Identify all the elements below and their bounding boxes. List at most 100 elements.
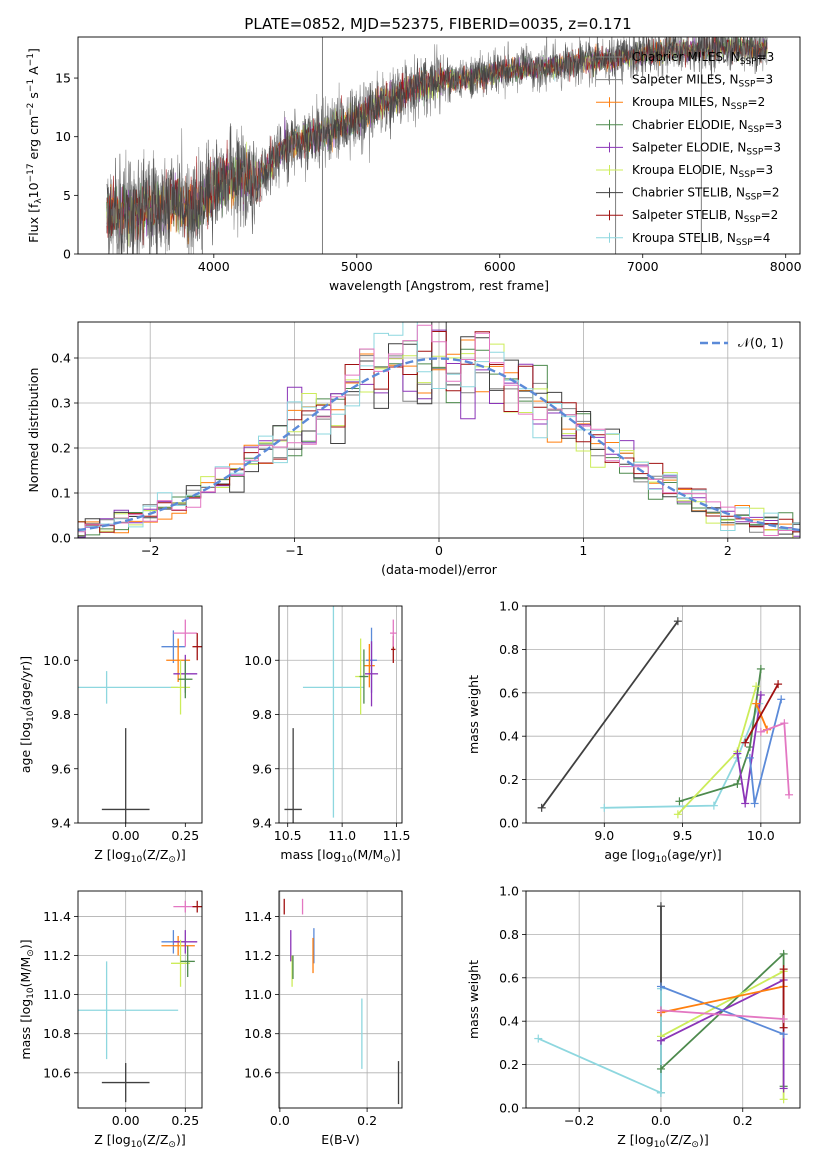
label-fragment: Kroupa MILES, N [632, 95, 731, 109]
y-tick-label: 0.1 [51, 486, 71, 501]
x-axis-label: (data-model)/error [381, 562, 498, 577]
label-fragment: 10 [26, 710, 36, 722]
x-tick-label: 10.5 [274, 828, 302, 843]
label-fragment: 10 [654, 1140, 666, 1150]
label-fragment: ⊙ [26, 949, 36, 957]
x-axis-label: E(B-V) [321, 1132, 360, 1147]
grid-lines [526, 890, 800, 1109]
axes-frame [77, 605, 203, 824]
label-fragment: 10 [26, 987, 36, 999]
x-axis-label: Z [log10(Z/Z⊙)] [617, 1132, 708, 1150]
y-tick-label: 9.4 [252, 816, 272, 831]
x-tick-label: 0 [435, 543, 443, 558]
legend-label: Salpeter STELIB, NSSP=2 [632, 208, 778, 225]
spectrum-panel: 4000 5000 6000 7000 8000 0 5 10 15 wavelength [An… [26, 36, 802, 293]
y-tick-label: 10.0 [244, 653, 272, 668]
label-fragment: (M/M [353, 847, 384, 862]
label-fragment: =3 [763, 140, 781, 154]
label-fragment: −1 [26, 79, 36, 92]
label-fragment: SSP [739, 80, 756, 90]
label-fragment: 10 [131, 855, 143, 865]
axes-frame [278, 605, 403, 824]
y-tick-label: 0.6 [499, 970, 519, 985]
y-tick-label: 9.8 [51, 707, 71, 722]
label-fragment: λ [34, 198, 44, 204]
y-tick-label: 5 [63, 188, 71, 203]
y-tick-label: 0.3 [51, 396, 71, 411]
z-age-panel: 0.00 0.259.49.69.810.0Z [log10(Z/Z⊙)]age … [18, 605, 203, 865]
label-fragment: =3 [764, 118, 782, 132]
y-tick-label: 9.8 [252, 707, 272, 722]
label-fragment: )] [176, 1132, 186, 1147]
histograms [78, 322, 800, 538]
y-axis-label: Flux [fλ10−17 erg cm−2 s−1 A−1] [26, 48, 44, 243]
x-tick-label: 9.5 [673, 828, 693, 843]
label-fragment: SSP [744, 215, 761, 225]
legend-label: Kroupa ELODIE, NSSP=3 [632, 163, 773, 180]
y-tick-label: 10.6 [43, 1065, 71, 1080]
label-fragment: age [log [604, 847, 655, 862]
label-fragment: 10 [341, 855, 353, 865]
error-bars [78, 619, 202, 823]
y-tick-label: 9.6 [252, 761, 272, 776]
label-fragment: Chabrier ELODIE, N [632, 118, 748, 132]
x-tick-label: 0.25 [171, 828, 199, 843]
y-tick-label: 11.0 [244, 987, 272, 1002]
y-axis-label: age [log10(age/yr)] [18, 656, 36, 773]
y-tick-label: 0.2 [51, 441, 71, 456]
weight-series-line [604, 703, 761, 809]
histogram-step-7 [78, 322, 800, 532]
legend-label: Chabrier ELODIE, NSSP=3 [632, 118, 782, 135]
label-fragment: (Z/Z [665, 1132, 691, 1147]
x-tick-label: 6000 [484, 259, 516, 274]
x-tick-label: 7000 [627, 259, 659, 274]
label-fragment: (M/M [18, 957, 33, 988]
weight-series-line [660, 985, 784, 1036]
y-tick-label: 0.8 [499, 642, 519, 657]
y-tick-label: 0 [63, 247, 71, 262]
label-fragment: erg cm [26, 116, 41, 164]
spectrum-lines [106, 37, 768, 254]
x-tick-label: 0.00 [112, 828, 140, 843]
axes-frame [77, 36, 801, 255]
y-tick-label: 9.6 [51, 761, 71, 776]
x-tick-label: 4000 [198, 259, 230, 274]
age-weight-panel: 9.0 9.5 10.0 0.0 0.2 0.4 0.6 0.8 1.0 age [log10(a… [466, 599, 801, 865]
x-axis-label: Z [log10(Z/Z⊙)] [94, 847, 185, 865]
error-bars [78, 900, 202, 1103]
y-tick-label: 0.4 [499, 729, 519, 744]
figure-title: PLATE=0852, MJD=52375, FIBERID=0035, z=0… [244, 15, 631, 33]
label-fragment: =2 [762, 186, 780, 200]
y-tick-label: 15 [55, 71, 71, 86]
y-tick-label: 11.2 [244, 948, 272, 963]
x-axis-label: age [log10(age/yr)] [604, 847, 721, 865]
legend-label: 𝒩(0, 1) [738, 335, 784, 350]
x-tick-label: −2 [141, 543, 159, 558]
grid-lines [279, 891, 402, 1108]
label-fragment: 10 [131, 1140, 143, 1150]
legend-label: Kroupa MILES, NSSP=2 [632, 95, 765, 112]
label-fragment: SSP [748, 125, 765, 135]
grid-lines [78, 891, 202, 1108]
y-axis-label: mass weight [466, 960, 481, 1039]
weight-series-line [540, 620, 679, 809]
label-fragment: Chabrier STELIB, N [632, 186, 745, 200]
legend-label: Chabrier STELIB, NSSP=2 [632, 186, 780, 203]
legend-label: Salpeter ELODIE, NSSP=3 [632, 140, 781, 157]
x-tick-label: −0.2 [564, 1113, 594, 1128]
x-tick-label: 10.0 [747, 828, 775, 843]
y-tick-label: 0.4 [51, 351, 71, 366]
y-tick-label: 10 [55, 129, 71, 144]
label-fragment: Flux [f [26, 203, 41, 243]
weight-series-line [660, 951, 785, 1087]
y-tick-label: 10.8 [244, 1026, 272, 1041]
x-tick-label: 1 [579, 543, 587, 558]
x-tick-label: 0.2 [357, 1113, 377, 1128]
error-bars [283, 898, 400, 1105]
label-fragment: Salpeter ELODIE, N [632, 140, 746, 154]
y-tick-label: 1.0 [499, 884, 519, 899]
y-tick-label: 10.8 [43, 1026, 71, 1041]
label-fragment: )] [391, 847, 401, 862]
weight-lines [537, 617, 794, 819]
